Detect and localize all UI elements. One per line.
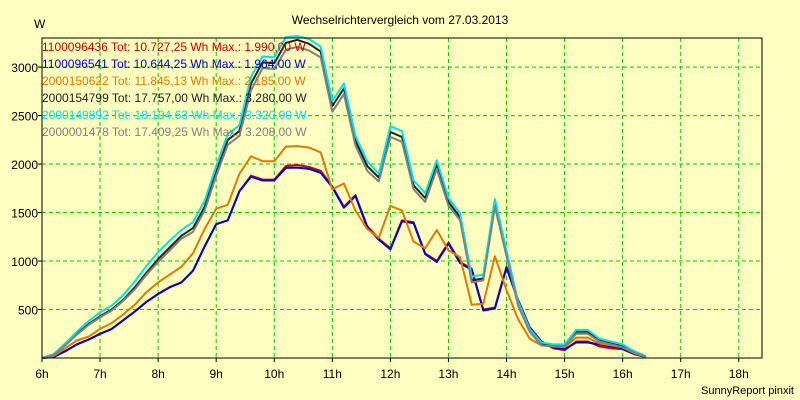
series-line-2000149892 xyxy=(41,35,647,359)
legend-entry-2000154799: 2000154799 Tot: 17.757,00 Wh Max.: 3.280… xyxy=(42,91,307,105)
x-tick-label: 10h xyxy=(264,367,284,381)
legend-entry-1100096541: 1100096541 Tot: 10.644,25 Wh Max.: 1.964… xyxy=(42,57,306,71)
y-tick-label: 2500 xyxy=(11,110,38,124)
x-tick-label: 16h xyxy=(613,367,633,381)
x-tick-label: 8h xyxy=(151,367,164,381)
legend-entry-2000150622: 2000150622 Tot: 11.845,13 Wh Max.: 2.185… xyxy=(42,74,306,88)
legend-entry-2000001478: 2000001478 Tot: 17.409,25 Wh Max.: 3.208… xyxy=(42,125,307,139)
y-tick-label: 500 xyxy=(18,304,38,318)
x-tick-label: 13h xyxy=(438,367,458,381)
y-tick-label: 2000 xyxy=(11,158,38,172)
x-tick-label: 14h xyxy=(497,367,517,381)
x-tick-label: 17h xyxy=(671,367,691,381)
y-tick-label: 1000 xyxy=(11,255,38,269)
axes: 6h 7h 8h 9h 10h 11h 12h 13h 14h 15h 16h 17h 18h 500 10… xyxy=(11,37,763,381)
series-lines xyxy=(41,35,647,359)
legend: 1100096436 Tot: 10.727,25 Wh Max.: 1.990… xyxy=(42,40,307,139)
x-tick-label: 6h xyxy=(35,367,48,381)
series-line-2000001478 xyxy=(41,45,647,359)
x-tick-label: 11h xyxy=(323,367,342,381)
legend-entry-2000149892: 2000149892 Tot: 18.194,63 Wh Max.: 3.320… xyxy=(42,108,307,122)
chart-title: Wechselrichtervergleich vom 27.03.2013 xyxy=(292,13,509,27)
y-tick-label: 3000 xyxy=(11,61,38,75)
x-tick-label: 15h xyxy=(555,367,575,381)
x-tick-label: 18h xyxy=(729,367,749,381)
x-tick-label: 12h xyxy=(380,367,400,381)
legend-entry-1100096436: 1100096436 Tot: 10.727,25 Wh Max.: 1.990… xyxy=(42,40,306,54)
x-tick-label: 9h xyxy=(210,367,223,381)
plot-frame xyxy=(41,37,763,359)
x-tick-label: 7h xyxy=(93,367,106,381)
footer-credit: SunnyReport pinxit xyxy=(701,385,794,397)
y-tick-label: 1500 xyxy=(11,207,38,221)
y-axis-unit-label: W xyxy=(34,17,46,31)
